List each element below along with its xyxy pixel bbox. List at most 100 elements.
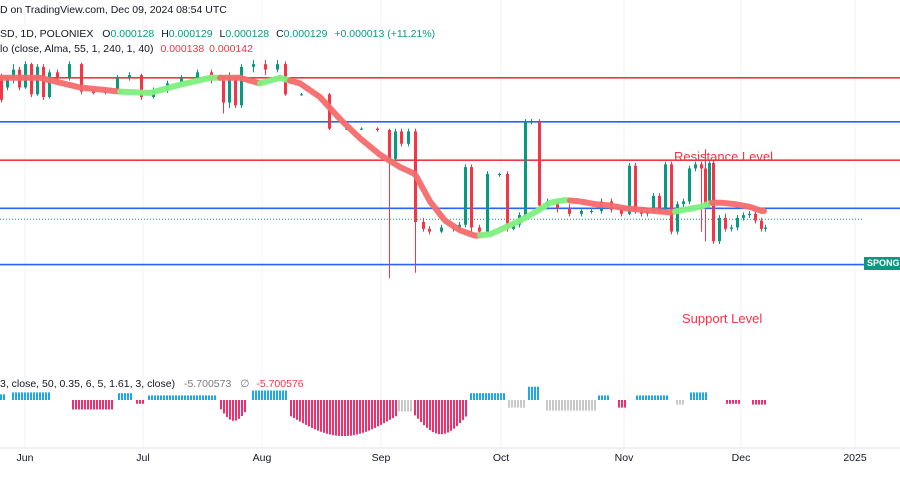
oscillator-bar [401,400,403,412]
oscillator-bar [172,395,174,400]
oscillator-bar [491,393,493,400]
candle [422,217,425,232]
oscillator-bar-group [690,392,707,400]
oscillator-bar [503,393,505,400]
oscillator-bar [386,400,388,422]
oscillator-bar [78,400,80,410]
oscillator-bar [84,400,86,410]
oscillator-bar-group [528,386,539,400]
oscillator-bar [42,392,44,400]
header-line1: D on TradingView.com, Dec 09, 2024 08:54… [0,4,227,16]
oscillator-bar [426,400,428,428]
oscillator-bar [500,393,502,400]
oscillator-bar [639,395,641,400]
oscillator-bar [438,400,440,435]
candle [524,119,527,218]
oscillator-bar [121,393,123,400]
candle [407,128,410,147]
candle [128,72,131,81]
oscillator-bar [169,395,171,400]
oscillator-bar [166,395,168,400]
resistance-level-label: Resistance Level [674,149,773,164]
oscillator-bar [761,400,763,405]
candle [764,224,767,232]
candle-body [360,128,363,130]
oscillator-bar [81,400,83,410]
ohlc-close-key: C [276,28,284,40]
oscillator-bar [666,395,668,400]
oscillator-bar [453,400,455,429]
oscillator-bar [511,400,513,408]
ohlc-open-value: 0.000128 [110,28,155,40]
oscillator-bar [534,386,536,400]
candle [676,201,679,235]
oscillator-bar [657,395,659,400]
oscillator-bar [220,400,222,410]
alma-segment-down [217,74,263,87]
candle-body [506,173,509,229]
oscillator-bar [407,400,409,412]
oscillator-bar [588,400,590,411]
candle [486,171,489,235]
candle [568,204,571,217]
candle-body [80,64,83,92]
oscillator-bar [305,400,307,425]
oscillator-bar [368,400,370,431]
oscillator-bar [341,400,343,437]
alma-segment-up [672,200,714,215]
oscillator-bar [181,395,183,400]
oscillator-bar [356,400,358,435]
oscillator-bar [148,395,150,400]
candle-body [400,131,403,144]
candle-body [6,77,9,88]
oscillator-bar [417,400,419,419]
header-indicator2: 3, close, 50, 0.35, 6, 5, 1.61, 3, close… [0,378,304,390]
alma-segment-up [117,74,223,96]
candle-body [128,75,131,78]
oscillator-bar-group [118,393,132,400]
oscillator-bar [299,400,301,422]
oscillator-bar-group [676,400,684,405]
oscillator-bar [371,400,373,430]
oscillator-bar [255,390,257,400]
oscillator-bar [293,400,295,419]
oscillator-bar [389,400,391,420]
oscillator-bar [465,400,467,417]
oscillator-bar [485,393,487,400]
oscillator-bar-group [618,400,626,408]
candle [394,128,397,162]
published-on: D on TradingView.com, Dec 09, 2024 08:54… [0,4,227,16]
oscillator-bar [585,400,587,411]
oscillator-bar [473,393,475,400]
candle-body [580,211,583,214]
oscillator-bar [157,395,159,400]
oscillator-bar [108,400,110,410]
candle-body [658,195,661,212]
oscillator-bar [699,392,701,400]
oscillator-bar [420,400,422,423]
alma-segment-up [257,74,293,87]
candle [682,198,685,207]
oscillator-bar [598,395,600,400]
oscillator-bar [36,392,38,400]
x-tick-label: Jun [17,452,34,464]
oscillator-bar [329,400,331,435]
oscillator-bar [517,400,519,408]
oscillator-bar [18,392,20,400]
oscillator-bar [302,400,304,424]
oscillator-bar [317,400,319,431]
symbol-label: SD, 1D, POLONIEX [0,28,94,40]
oscillator-bar [235,400,237,421]
oscillator-bar [645,395,647,400]
candle [718,215,721,244]
oscillator-bar [142,400,144,404]
oscillator-bar [72,400,74,410]
oscillator-bar [696,392,698,400]
oscillator-bar-group [398,400,412,412]
candle-body [676,204,679,232]
oscillator-bar [576,400,578,411]
oscillator-bar [738,400,740,404]
oscillator-bar [429,400,431,431]
alma-segment-down [709,199,767,214]
